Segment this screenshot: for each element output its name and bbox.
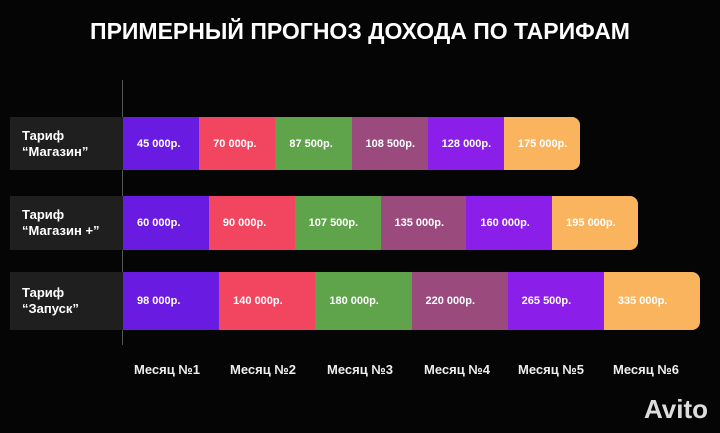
segment: 60 000р. (123, 196, 210, 250)
month-label: Месяц №1 (133, 362, 201, 377)
segment: 107 500р. (294, 196, 381, 250)
month-label: Месяц №6 (612, 362, 680, 377)
segment: 335 000р. (603, 272, 700, 330)
segment: 87 500р. (275, 117, 352, 170)
month-label: Месяц №5 (517, 362, 585, 377)
segment: 220 000р. (411, 272, 509, 330)
segment: 108 500р. (351, 117, 429, 170)
segment: 195 000р. (552, 196, 638, 250)
segment: 180 000р. (315, 272, 412, 330)
segment: 135 000р. (380, 196, 467, 250)
title: ПРИМЕРНЫЙ ПРОГНОЗ ДОХОДА ПО ТАРИФАМ (90, 18, 630, 44)
month-label: Месяц №4 (423, 362, 491, 377)
month-label: Месяц №3 (326, 362, 394, 377)
segment: 90 000р. (208, 196, 296, 250)
segment: 160 000р. (466, 196, 553, 250)
segment: 45 000р. (123, 117, 200, 170)
watermark: Avito (643, 394, 708, 424)
segment: 175 000р. (503, 117, 580, 170)
segment: 98 000р. (123, 272, 220, 330)
segment: 70 000р. (199, 117, 276, 170)
segment: 128 000р. (427, 117, 505, 170)
row-label: Тариф “Запуск” (10, 272, 123, 330)
segment: 265 500р. (507, 272, 605, 330)
row-label: Тариф “Магазин +” (10, 196, 123, 250)
segment: 140 000р. (219, 272, 316, 330)
month-label: Месяц №2 (229, 362, 297, 377)
row-label: Тариф “Магазин” (10, 117, 123, 170)
